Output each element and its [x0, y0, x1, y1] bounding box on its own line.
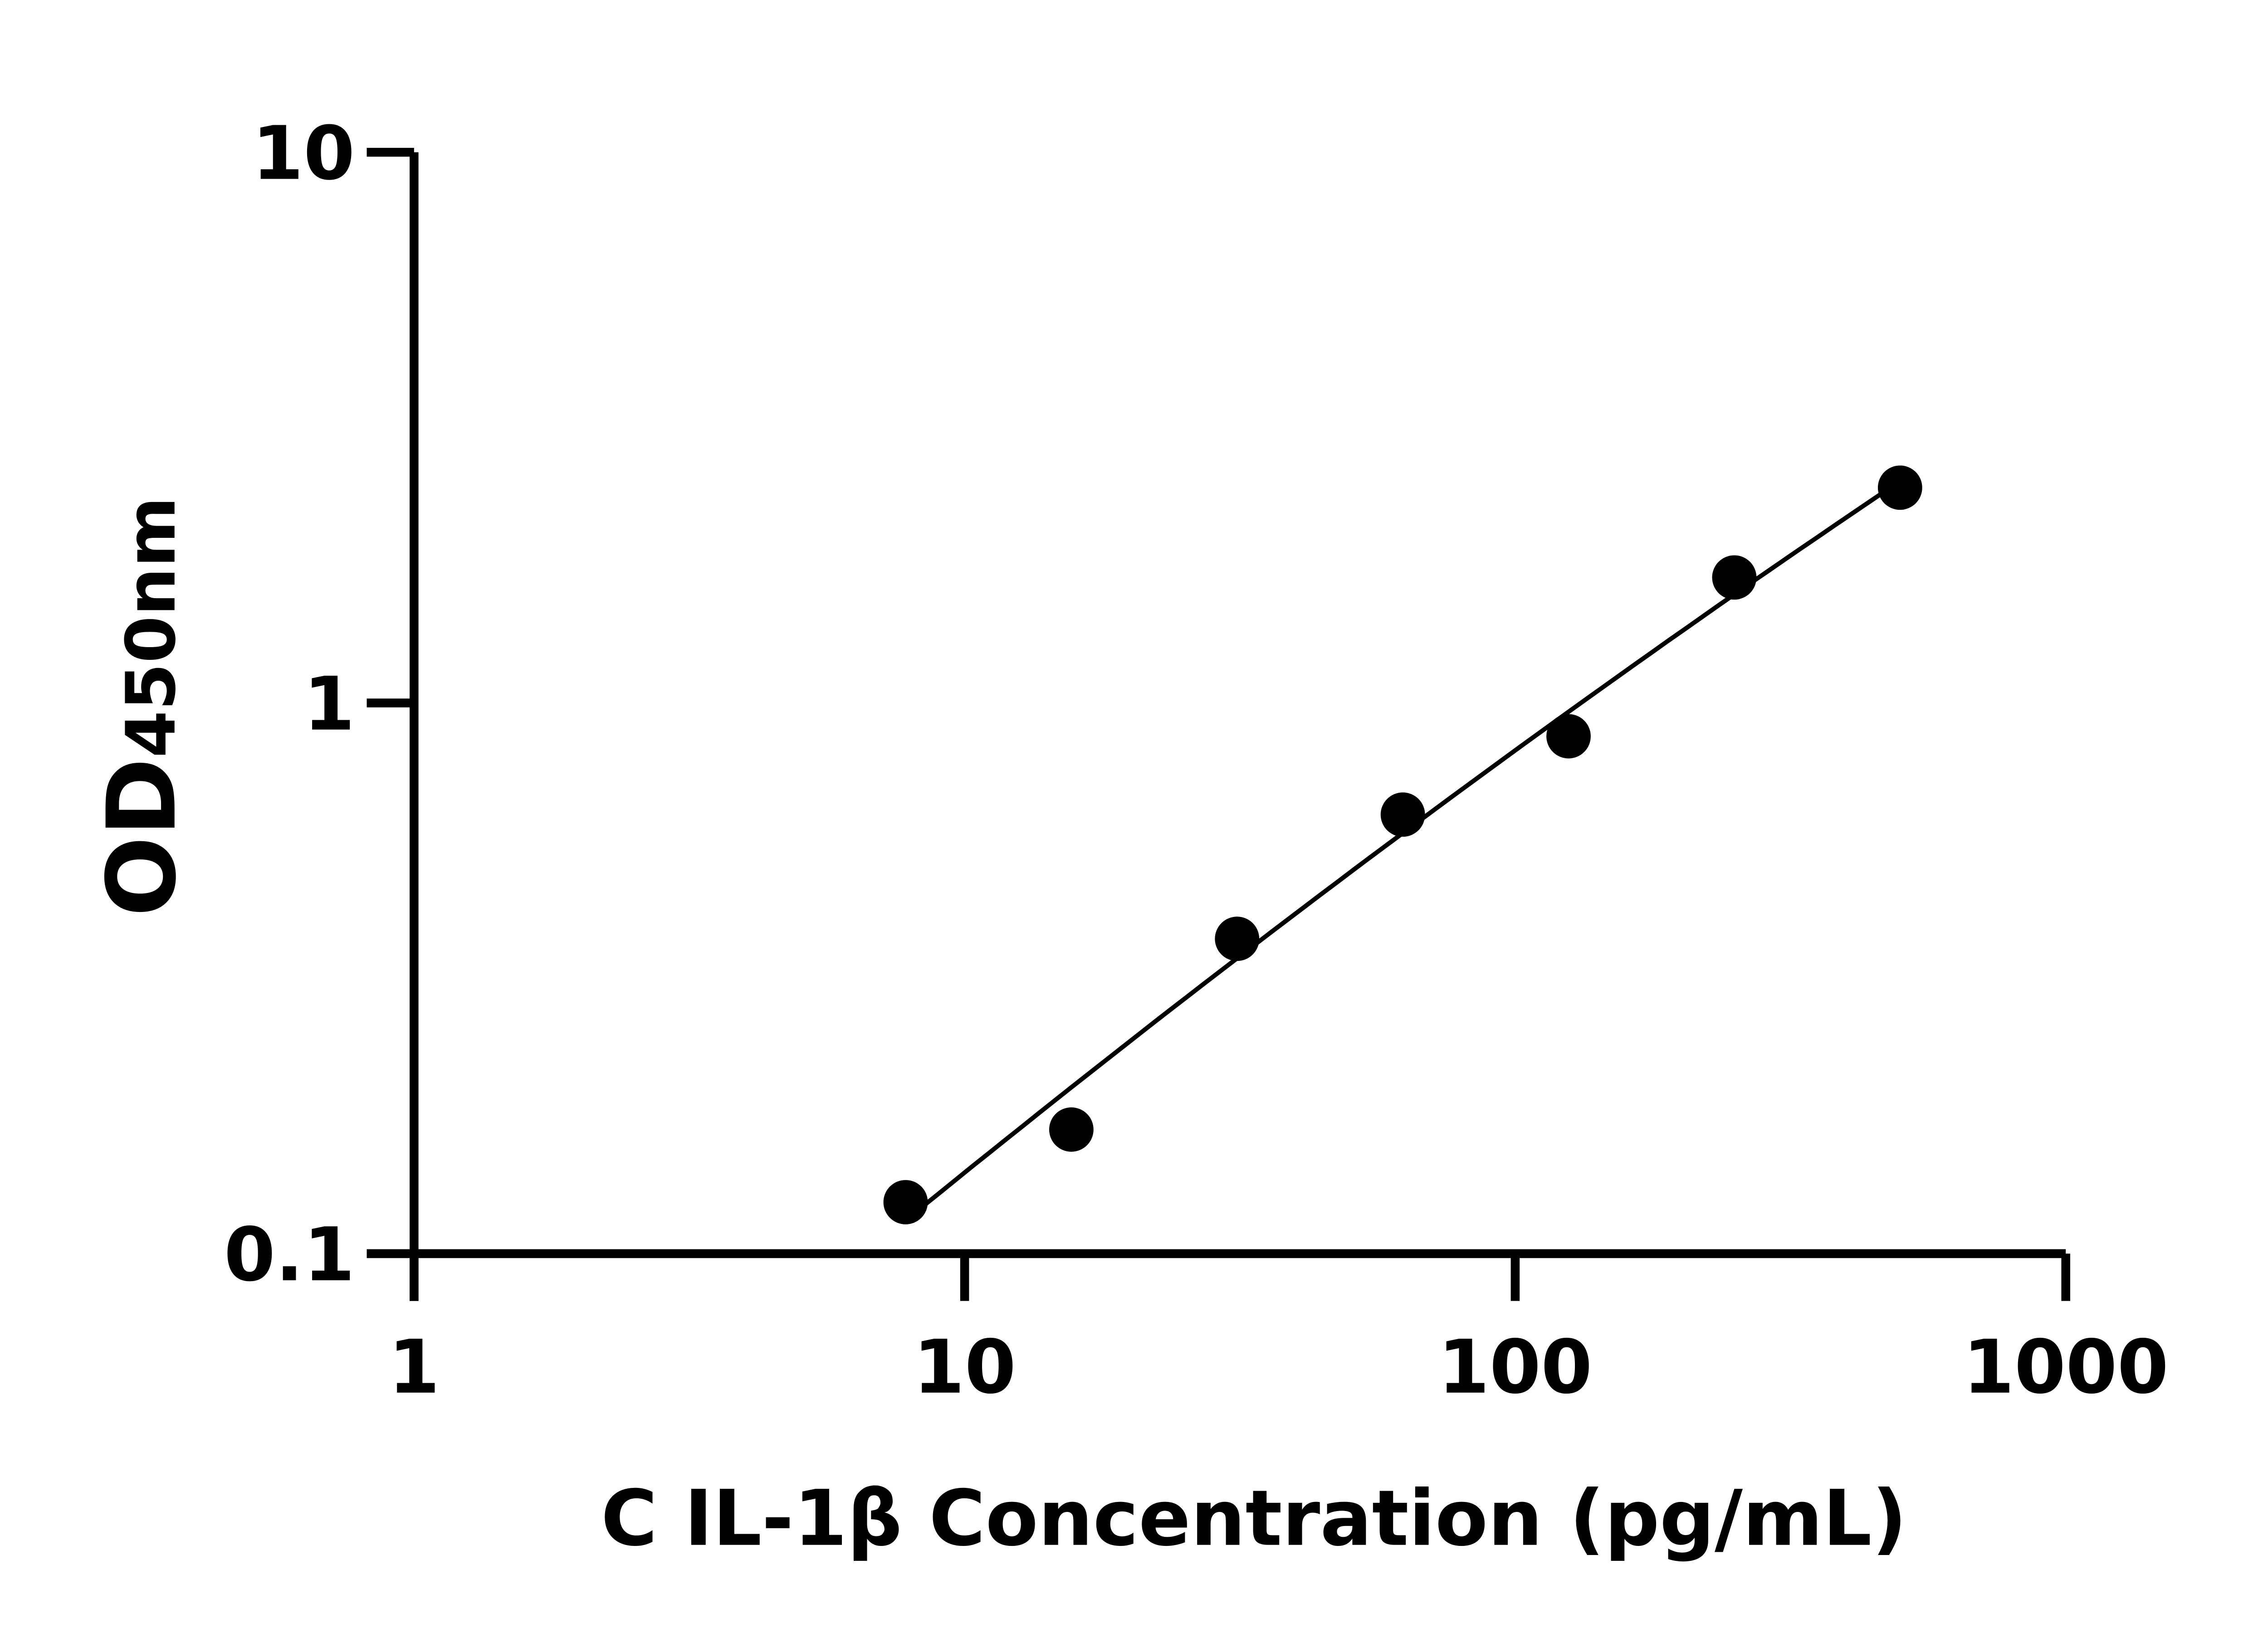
- x-tick-labels: 1 10 100 1000: [388, 1325, 2169, 1410]
- data-point: [1877, 465, 1922, 510]
- y-axis-label: OD450nm: [87, 497, 197, 917]
- y-axis-label-main: OD: [87, 758, 197, 917]
- x-axis-label: C IL-1β Concentration (pg/mL): [601, 1474, 1907, 1563]
- data-point: [1380, 792, 1425, 837]
- axes: [367, 147, 2070, 1301]
- y-tick-label: 0.1: [224, 1212, 355, 1298]
- data-point: [883, 1180, 928, 1224]
- y-tick-label: 10: [252, 111, 355, 196]
- data-points: [883, 465, 1922, 1224]
- x-tick-label: 10: [913, 1325, 1016, 1410]
- y-tick-label: 1: [303, 662, 355, 747]
- x-tick-label: 1: [388, 1325, 440, 1410]
- x-tick-label: 100: [1438, 1325, 1592, 1410]
- y-axis-label-sub: 450nm: [112, 497, 191, 758]
- y-tick-labels: 0.1 1 10: [224, 111, 355, 1298]
- data-point: [1215, 916, 1260, 961]
- data-point: [1712, 555, 1757, 600]
- x-tick-label: 1000: [1963, 1325, 2169, 1410]
- data-point: [1546, 714, 1591, 759]
- data-point: [1049, 1107, 1094, 1152]
